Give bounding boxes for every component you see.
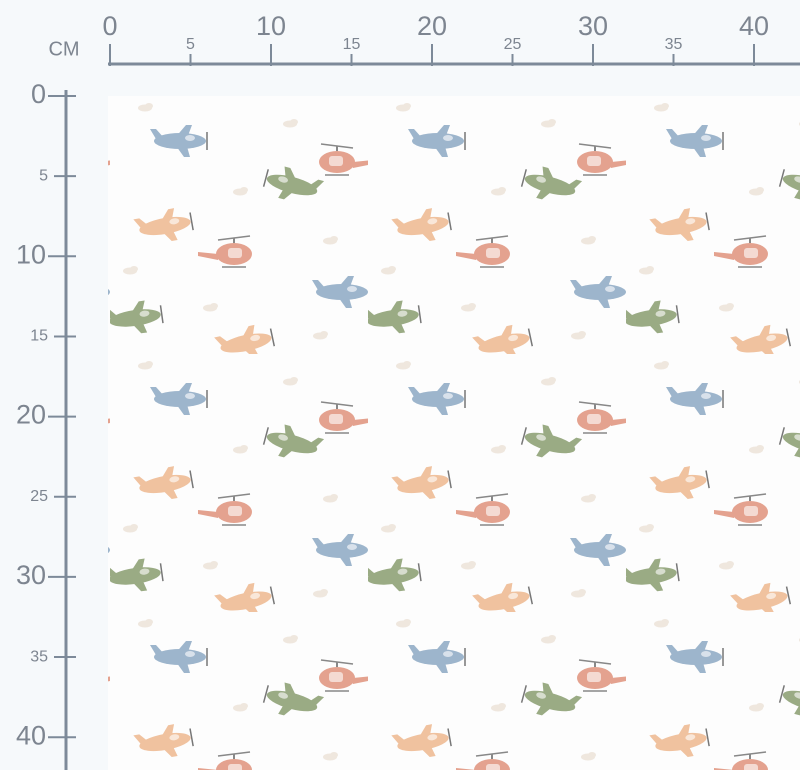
y-tick-label: 5 [39,167,48,184]
x-tick-label: 0 [102,11,117,41]
x-tick-label: 30 [578,11,608,41]
ruler-unit: CM [48,38,79,60]
x-tick-label: 40 [739,11,769,41]
x-tick-label: 10 [256,11,286,41]
y-tick-label: 10 [16,239,46,269]
y-tick-label: 30 [16,560,46,590]
y-tick-label: 40 [16,720,46,750]
ruler-ticks: 0 5 10 15 20 25 30 35 40 0 5 10 15 20 25 30 35 40 [16,11,769,750]
y-tick-label: 15 [30,328,48,345]
y-tick-label: 35 [30,648,48,665]
x-tick-label: 5 [186,36,195,53]
x-tick-label: 20 [417,11,447,41]
x-tick-label: 35 [665,36,683,53]
x-tick-label: 25 [504,36,522,53]
y-tick-label: 20 [16,400,46,430]
x-tick-label: 15 [343,36,361,53]
fabric-pattern [108,96,800,770]
y-tick-label: 0 [31,79,46,109]
y-tick-label: 25 [30,488,48,505]
